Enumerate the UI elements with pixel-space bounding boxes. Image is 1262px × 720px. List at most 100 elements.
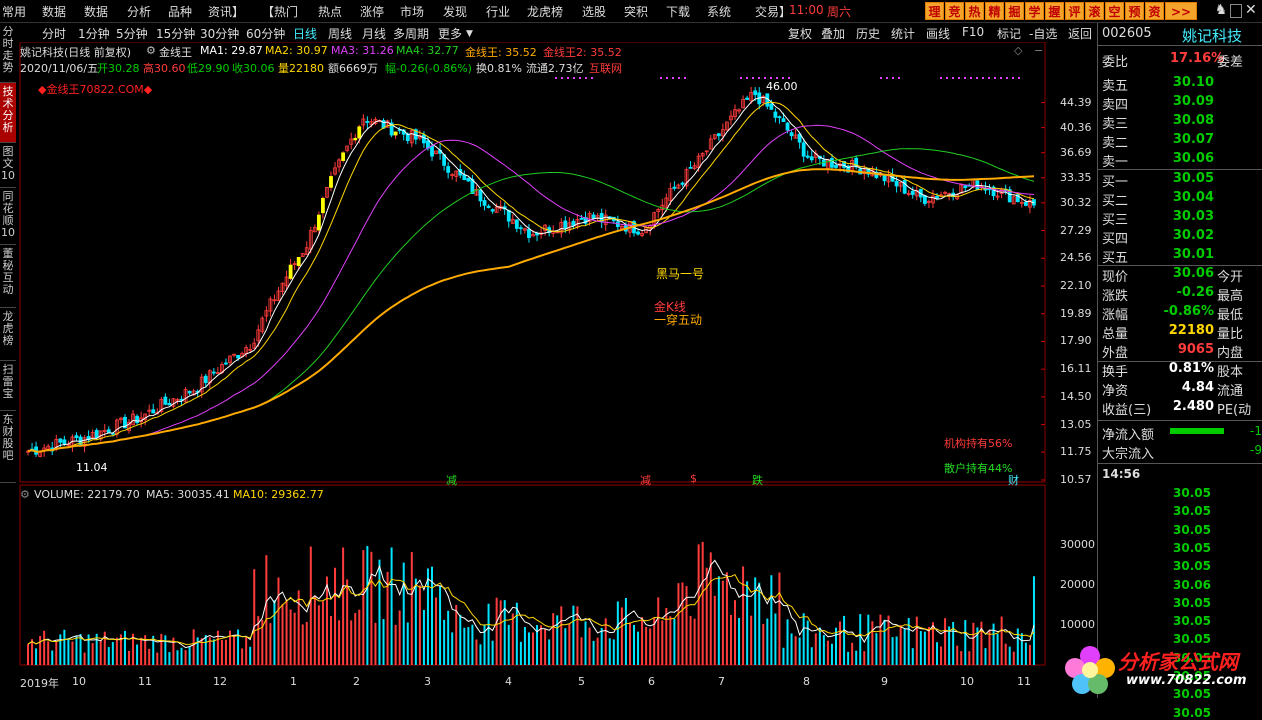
close-icon[interactable]: ✕ [1245, 2, 1257, 18]
menu-item[interactable]: 涨停 [360, 5, 385, 19]
candle [842, 161, 846, 168]
sell-row[interactable]: 卖五 30.10 [1098, 75, 1258, 94]
cow-icon[interactable]: ♞ [1214, 2, 1228, 18]
menu-item[interactable]: 下载 [666, 5, 691, 19]
left-tab-5[interactable]: 龙虎榜 [0, 308, 16, 361]
buy-label: 买四 [1102, 232, 1129, 247]
left-tab-4[interactable]: 董秘互动 [0, 245, 16, 308]
tool-0[interactable]: 复权 [788, 27, 813, 41]
volume-bar [794, 636, 797, 665]
menu-item[interactable]: 【热门 [262, 5, 299, 19]
menu-item[interactable]: 数据 [42, 5, 67, 19]
tool-7[interactable]: -自选 [1029, 27, 1058, 41]
quick-button-12[interactable]: >> [1165, 2, 1197, 20]
menu-item[interactable]: 选股 [582, 5, 607, 19]
gold1-label: 金线王: 35.52 [465, 46, 537, 59]
sell-row[interactable]: 卖三 30.08 [1098, 113, 1258, 132]
sell-row[interactable]: 卖一 30.06 [1098, 151, 1258, 170]
buy-row[interactable]: 买三 30.03 [1098, 209, 1258, 228]
left-tab-0[interactable]: 分时走势 [0, 23, 16, 83]
volume-ma10: MA10: 29362.77 [233, 488, 324, 501]
sell-row[interactable]: 卖四 30.09 [1098, 94, 1258, 113]
volume-bar [398, 610, 401, 665]
marker-finance[interactable]: 财 [1008, 474, 1019, 487]
quick-button-1[interactable]: 竞 [945, 2, 964, 20]
x-tick-label-5: 2 [353, 675, 360, 688]
menu-trade[interactable]: 交易】 [755, 5, 792, 19]
menu-item[interactable]: 热点 [318, 5, 343, 19]
period-tab-5[interactable]: 60分钟 [246, 27, 286, 41]
volume-settings-icon[interactable]: ⚙ [20, 488, 30, 501]
buy-row[interactable]: 买一 30.05 [1098, 171, 1258, 190]
tool-6[interactable]: 标记 [997, 27, 1022, 41]
quick-button-10[interactable]: 预 [1125, 2, 1144, 20]
period-tab-1[interactable]: 1分钟 [78, 27, 110, 41]
volume-bar [721, 580, 724, 665]
candle [745, 97, 750, 100]
left-tab-3[interactable]: 同花顺10 [0, 188, 16, 245]
menu-item[interactable]: 系统 [707, 5, 732, 19]
quick-button-8[interactable]: 滚 [1085, 2, 1104, 20]
quick-button-4[interactable]: 掘 [1005, 2, 1024, 20]
left-tab-2[interactable]: 图文10 [0, 143, 16, 188]
volume-bar [168, 652, 171, 665]
minus-icon[interactable]: − [1034, 44, 1044, 57]
menu-item[interactable]: 品种 [168, 5, 193, 19]
menu-item[interactable]: 常用 [2, 5, 27, 19]
period-tab-2[interactable]: 5分钟 [116, 27, 148, 41]
volume-bar [325, 576, 328, 665]
period-tab-7[interactable]: 周线 [328, 27, 353, 41]
logo-url: www.70822.com [1126, 673, 1247, 688]
marker-drop[interactable]: 跌 [752, 474, 763, 487]
menu-item[interactable]: 发现 [443, 5, 468, 19]
quick-button-6[interactable]: 握 [1045, 2, 1064, 20]
marker-dollar[interactable]: $ [690, 472, 697, 485]
period-tab-9[interactable]: 多周期 [393, 27, 430, 41]
quick-button-2[interactable]: 热 [965, 2, 984, 20]
menu-item[interactable]: 资讯】 [208, 5, 245, 19]
menu-item[interactable]: 行业 [486, 5, 511, 19]
menu-item[interactable]: 分析 [127, 5, 152, 19]
tool-4[interactable]: 画线 [926, 27, 951, 41]
menu-item[interactable]: 市场 [400, 5, 425, 19]
period-tab-6[interactable]: 日线 [293, 27, 318, 41]
quick-button-11[interactable]: 资 [1145, 2, 1164, 20]
tool-2[interactable]: 历史 [856, 27, 881, 41]
quick-button-5[interactable]: 学 [1025, 2, 1044, 20]
period-tab-0[interactable]: 分时 [42, 27, 67, 41]
left-tab-6[interactable]: 扫雷宝 [0, 361, 16, 411]
tool-8[interactable]: 返回 [1068, 27, 1093, 41]
quick-button-7[interactable]: 评 [1065, 2, 1084, 20]
diamond-icon[interactable]: ◇ [1014, 44, 1023, 57]
sell-row[interactable]: 卖二 30.07 [1098, 132, 1258, 151]
menu-item[interactable]: 突积 [624, 5, 649, 19]
tool-5[interactable]: F10 [962, 25, 985, 39]
quick-button-9[interactable]: 空 [1105, 2, 1124, 20]
volume-bar [342, 547, 345, 665]
restore-icon[interactable] [1230, 4, 1242, 18]
bar-concept[interactable]: 互联网 [589, 62, 622, 75]
period-tab-10[interactable]: 更多 [438, 27, 463, 41]
settings-icon[interactable]: ⚙ [146, 44, 156, 57]
volume-bar [487, 603, 490, 665]
dropdown-icon[interactable]: ▼ [466, 29, 473, 39]
period-tab-8[interactable]: 月线 [362, 27, 387, 41]
buy-row[interactable]: 买四 30.02 [1098, 228, 1258, 247]
period-tab-4[interactable]: 30分钟 [200, 27, 240, 41]
marker-reduce-1[interactable]: 减 [446, 474, 457, 487]
marker-reduce-2[interactable]: 减 [640, 474, 651, 487]
buy-row[interactable]: 买五 30.01 [1098, 247, 1258, 266]
kline-chart[interactable] [16, 42, 1096, 687]
quick-button-0[interactable]: 理 [925, 2, 944, 20]
quick-button-3[interactable]: 精 [985, 2, 1004, 20]
buy-row[interactable]: 买二 30.04 [1098, 190, 1258, 209]
volume-bar [265, 555, 268, 665]
buy-price: 30.02 [1172, 228, 1214, 243]
tool-3[interactable]: 统计 [891, 27, 916, 41]
period-tab-3[interactable]: 15分钟 [156, 27, 196, 41]
tool-1[interactable]: 叠加 [821, 27, 846, 41]
menu-item[interactable]: 龙虎榜 [527, 5, 564, 19]
left-tab-7[interactable]: 东财股吧 [0, 411, 16, 483]
left-tab-1[interactable]: 技术分析 [0, 83, 16, 143]
menu-item[interactable]: 数据 [84, 5, 109, 19]
